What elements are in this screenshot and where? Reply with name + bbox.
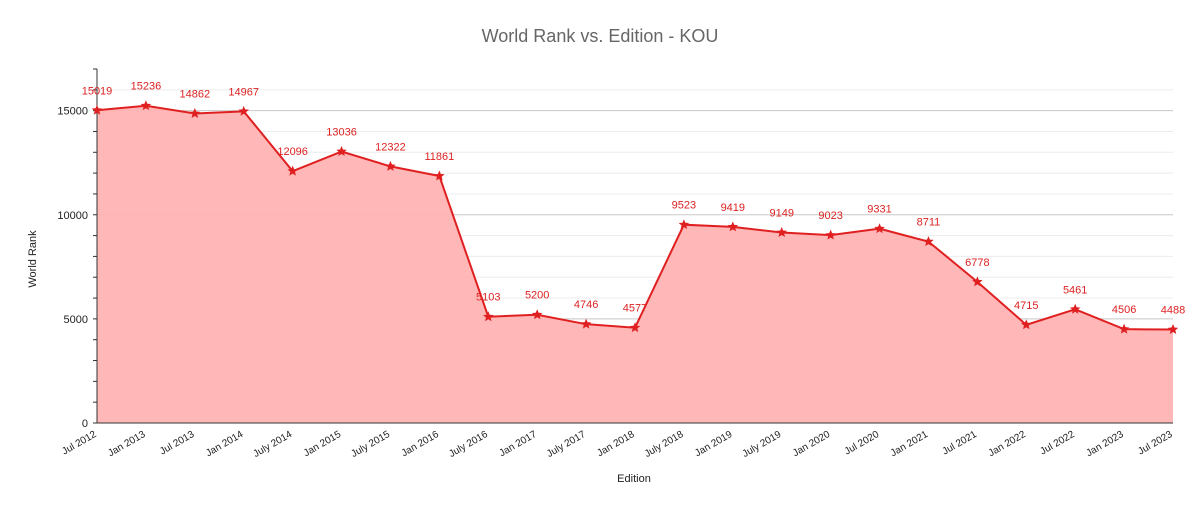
data-label: 15236	[131, 81, 162, 93]
data-point	[1167, 324, 1179, 334]
x-tick-label: July 2015	[349, 429, 392, 460]
x-tick-label: Jul 2021	[941, 429, 980, 458]
data-point	[238, 105, 249, 116]
data-label: 13036	[326, 127, 357, 139]
data-point	[140, 100, 152, 111]
x-tick-label: July 2016	[447, 429, 490, 460]
x-tick-label: Jan 2020	[791, 429, 833, 459]
data-point	[91, 104, 103, 115]
x-tick-label: Jan 2013	[106, 429, 148, 459]
data-point	[874, 223, 885, 234]
data-point	[1118, 323, 1130, 334]
y-tick-labels: 0 5000 10000 15000	[57, 106, 88, 430]
data-label: 5103	[476, 292, 500, 304]
data-point	[972, 276, 983, 287]
x-axis-label: Edition	[617, 473, 651, 485]
data-label: 14967	[228, 86, 259, 98]
x-tick-label: July 2019	[741, 429, 784, 460]
area-fill-shape	[97, 105, 1173, 424]
data-label: 4715	[1014, 300, 1038, 312]
x-tick-label: July 2014	[252, 429, 295, 460]
x-tick-label: July 2018	[643, 429, 686, 460]
data-point	[189, 108, 201, 118]
data-label: 4506	[1112, 304, 1136, 316]
axes	[93, 68, 1173, 424]
y-axis-label: World Rank	[27, 230, 39, 288]
y-tick-label: 5000	[64, 314, 88, 326]
data-label: 9331	[867, 204, 891, 216]
y-tick-label: 15000	[57, 106, 88, 118]
data-label: 8711	[917, 217, 941, 229]
x-tick-label: Jul 2012	[60, 429, 99, 458]
data-point	[531, 309, 543, 320]
x-tick-label: Jan 2017	[498, 429, 540, 459]
x-tick-label: Jan 2022	[987, 429, 1029, 459]
data-points	[91, 100, 1179, 334]
x-tick-label: Jan 2018	[595, 429, 637, 459]
x-tick-label: Jan 2019	[693, 429, 735, 459]
data-label: 14862	[180, 89, 211, 101]
chart-title: World Rank vs. Edition - KOU	[482, 26, 719, 46]
data-labels: 15019 15236 14862 14967 12096 13036 12322 11861…	[82, 81, 1186, 317]
data-label: 5200	[525, 290, 549, 302]
x-tick-label: July 2017	[545, 429, 588, 460]
data-point	[483, 311, 494, 322]
data-point	[336, 146, 347, 156]
x-tick-label: Jul 2022	[1038, 429, 1077, 458]
data-point	[287, 165, 298, 176]
data-point	[434, 170, 445, 181]
x-tick-label: Jan 2021	[889, 429, 931, 459]
x-tick-label: Jan 2016	[400, 429, 442, 459]
x-tick-label: Jul 2020	[843, 429, 882, 458]
data-point	[629, 322, 641, 333]
x-tick-label: Jan 2015	[302, 429, 344, 459]
data-label: 5461	[1063, 284, 1087, 296]
data-label: 9523	[672, 200, 696, 212]
data-label: 6778	[965, 257, 989, 269]
data-label: 12322	[375, 141, 406, 153]
x-tick-label: Jan 2023	[1084, 429, 1126, 459]
data-point	[825, 229, 836, 240]
data-point	[1069, 303, 1081, 314]
data-point	[580, 318, 592, 329]
x-tick-label: Jul 2013	[158, 429, 197, 458]
x-tick-label: Jul 2023	[1136, 429, 1175, 458]
data-point	[923, 236, 934, 247]
data-label: 4746	[574, 299, 598, 311]
data-point	[727, 221, 739, 232]
data-point	[776, 226, 787, 237]
data-label: 4577	[623, 303, 647, 315]
y-tick-label: 0	[82, 418, 88, 430]
data-point	[678, 219, 690, 230]
y-tick-label: 10000	[57, 210, 88, 222]
data-label: 9419	[721, 202, 745, 214]
data-label: 4488	[1161, 305, 1185, 317]
data-label: 12096	[277, 146, 308, 158]
data-label: 15019	[82, 85, 113, 97]
data-label: 11861	[424, 151, 454, 163]
x-tick-label: Jan 2014	[204, 429, 246, 459]
data-label: 9149	[769, 207, 793, 219]
area-fill	[96, 104, 1174, 424]
data-point	[385, 160, 396, 171]
data-point	[1021, 319, 1032, 330]
data-label: 9023	[818, 210, 842, 222]
x-tick-labels: Jul 2012 Jan 2013 Jul 2013 Jan 2014 July 201…	[60, 429, 1175, 460]
